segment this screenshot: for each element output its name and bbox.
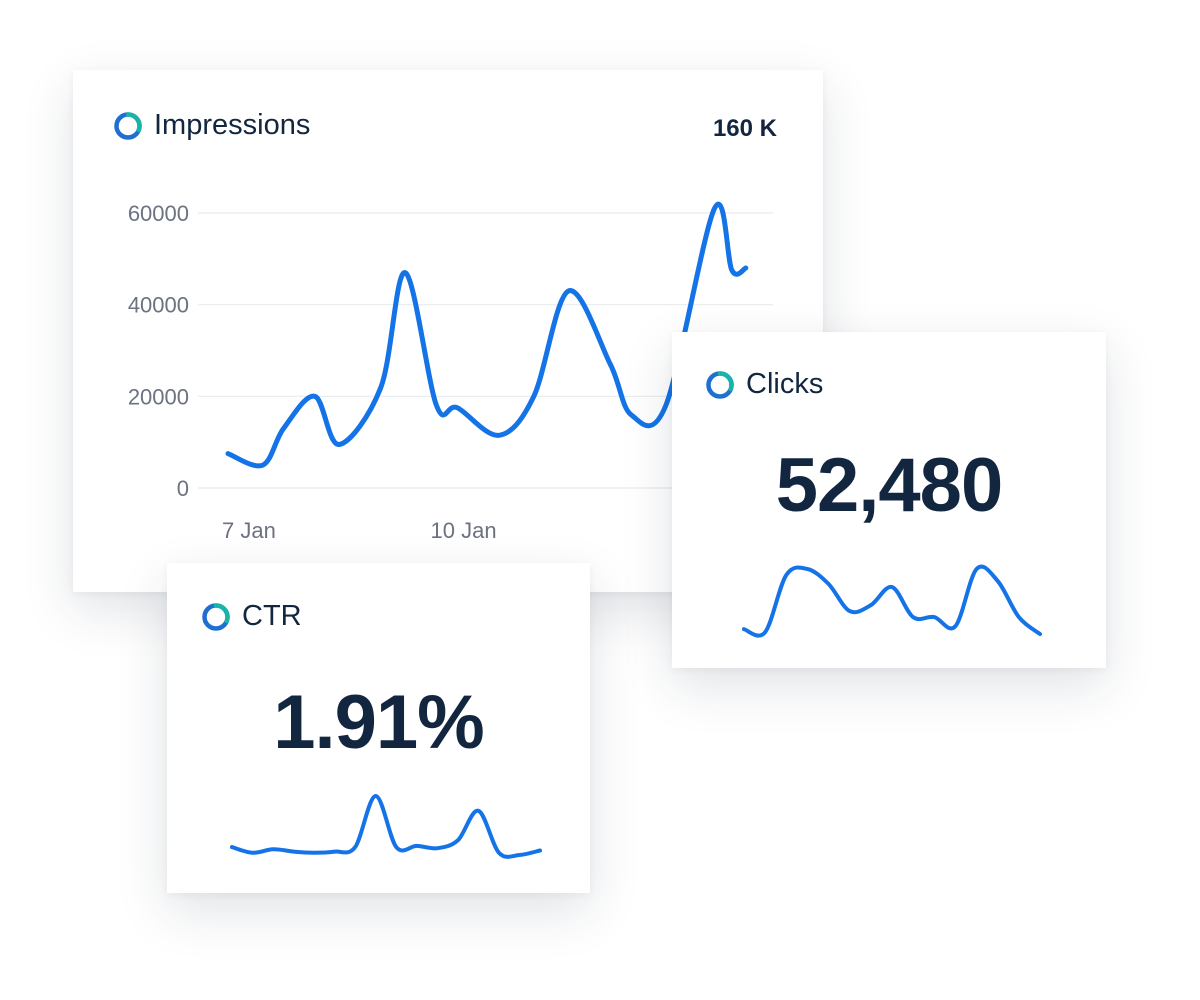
ctr-series-line — [230, 794, 542, 859]
x-tick-label: 10 Jan — [431, 518, 497, 543]
impressions-card: Impressions 160 K 0 20000 40000 60000 7 Jan 1… — [73, 70, 823, 592]
impressions-header: Impressions — [113, 109, 310, 142]
ring-logo-icon — [202, 602, 230, 631]
impressions-total: 160 K — [712, 115, 777, 142]
ctr-header: CTR — [201, 600, 302, 633]
y-tick-label: 40000 — [128, 293, 189, 318]
clicks-card: Clicks 52,480 — [672, 332, 1106, 668]
x-tick-label: 7 Jan — [222, 518, 276, 543]
ctr-sparkline — [230, 794, 542, 859]
ctr-card: CTR 1.91% — [167, 563, 590, 893]
impressions-line-chart: 0 20000 40000 60000 7 Jan 10 Jan — [128, 201, 773, 543]
ring-logo-icon — [114, 111, 142, 140]
clicks-series-line — [742, 564, 1042, 638]
impressions-series-line — [225, 202, 749, 469]
y-tick-label: 0 — [177, 476, 189, 501]
clicks-title: Clicks — [746, 368, 824, 400]
clicks-header: Clicks — [705, 368, 823, 401]
y-tick-label: 60000 — [128, 201, 189, 226]
ctr-value: 1.91% — [273, 680, 485, 765]
y-tick-label: 20000 — [128, 384, 189, 409]
clicks-sparkline — [742, 564, 1042, 638]
clicks-value: 52,480 — [775, 443, 1003, 528]
ring-logo-icon — [706, 370, 734, 399]
impressions-title: Impressions — [154, 109, 311, 141]
ctr-title: CTR — [242, 600, 302, 632]
